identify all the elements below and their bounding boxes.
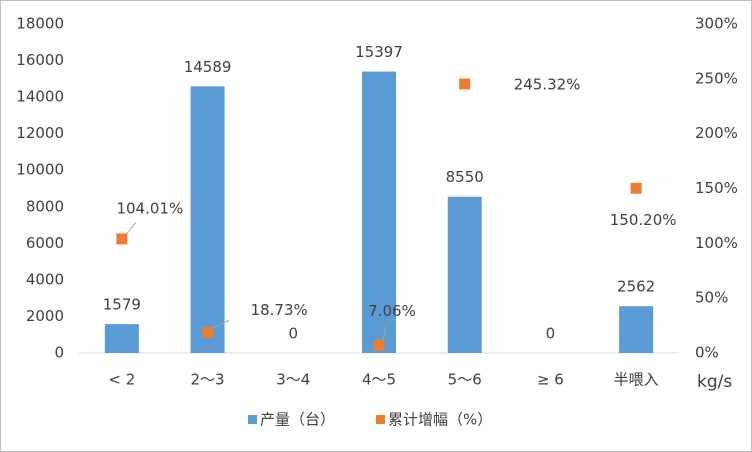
point-value-label: 7.06% <box>368 302 416 320</box>
x-tick-label: 半喂入 <box>614 371 659 389</box>
bar <box>447 196 482 353</box>
scatter-point <box>630 182 642 194</box>
point-value-label: 150.20% <box>610 211 677 229</box>
legend-swatch <box>248 415 257 424</box>
y-tick-label: 4000 <box>26 270 64 288</box>
leader-line <box>211 319 230 329</box>
y-tick-label: 18000 <box>16 15 64 33</box>
y-tick-label: 6000 <box>26 234 64 252</box>
y2-tick-label: 250% <box>695 69 738 87</box>
y-tick-label: 0 <box>54 344 64 362</box>
bar <box>619 306 654 353</box>
y2-tick-label: 200% <box>695 124 738 142</box>
legend-label: 累计增幅（%） <box>388 411 492 429</box>
y2-tick-label: 100% <box>695 234 738 252</box>
bar-value-label: 8550 <box>446 168 484 186</box>
bar-value-label: 2562 <box>617 278 655 296</box>
bar-value-label: 0 <box>289 325 299 343</box>
point-value-label: 18.73% <box>251 301 308 319</box>
y-tick-label: 14000 <box>16 88 64 106</box>
x-tick-label: < 2 <box>108 371 135 389</box>
legend-label: 产量（台） <box>260 411 335 429</box>
bar <box>362 71 396 353</box>
y-tick-label: 8000 <box>26 197 64 215</box>
bar-value-label: 14589 <box>184 58 232 76</box>
y2-tick-label: 300% <box>695 15 738 33</box>
x-tick-label: 3～4 <box>276 371 310 389</box>
y2-tick-label: 150% <box>695 179 738 197</box>
y-tick-label: 2000 <box>26 307 64 325</box>
point-value-label: 104.01% <box>116 199 183 217</box>
x-tick-label: 4～5 <box>362 371 396 389</box>
x-axis-label: kg/s <box>697 372 732 392</box>
bar-value-label: 0 <box>546 325 556 343</box>
leader-line <box>125 222 137 236</box>
y-tick-label: 12000 <box>16 124 64 142</box>
scatter-point <box>373 339 385 351</box>
y-tick-label: 16000 <box>16 51 64 69</box>
point-value-label: 245.32% <box>514 75 581 93</box>
x-tick-label: ≥ 6 <box>537 371 564 389</box>
scatter-point <box>202 326 214 338</box>
x-tick-label: 5～6 <box>448 371 482 389</box>
bar <box>190 86 225 354</box>
y2-tick-label: 0% <box>695 344 719 362</box>
leader-line <box>382 326 386 342</box>
y2-tick-label: 50% <box>695 289 728 307</box>
legend-swatch <box>376 415 385 424</box>
scatter-point <box>459 78 471 90</box>
scatter-point <box>116 233 128 245</box>
y-tick-label: 10000 <box>16 161 64 179</box>
bar-value-label: 15397 <box>355 43 403 61</box>
x-tick-label: 2～3 <box>191 371 225 389</box>
bar <box>104 324 139 353</box>
bar-value-label: 1579 <box>103 296 141 314</box>
